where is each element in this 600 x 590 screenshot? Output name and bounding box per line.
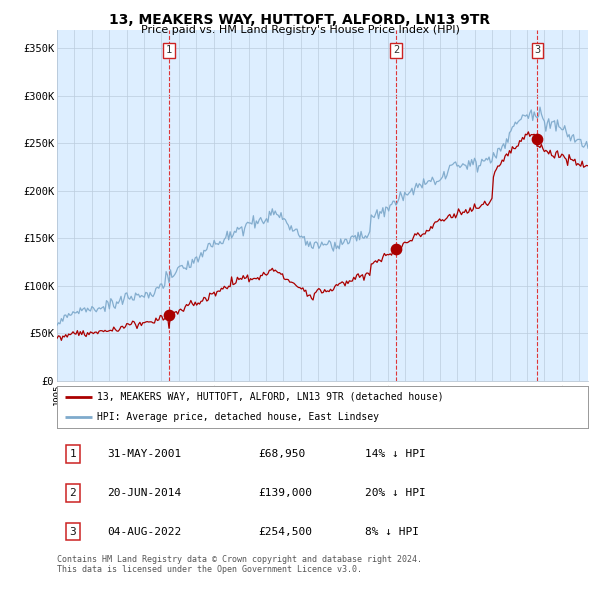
Text: £68,950: £68,950 [259, 449, 306, 458]
Text: 20-JUN-2014: 20-JUN-2014 [107, 488, 182, 497]
Text: Price paid vs. HM Land Registry's House Price Index (HPI): Price paid vs. HM Land Registry's House … [140, 25, 460, 35]
Text: HPI: Average price, detached house, East Lindsey: HPI: Average price, detached house, East… [97, 412, 379, 422]
Text: 13, MEAKERS WAY, HUTTOFT, ALFORD, LN13 9TR: 13, MEAKERS WAY, HUTTOFT, ALFORD, LN13 9… [109, 13, 491, 27]
Point [164, 310, 173, 320]
Text: 31-MAY-2001: 31-MAY-2001 [107, 449, 182, 458]
Text: Contains HM Land Registry data © Crown copyright and database right 2024.
This d: Contains HM Land Registry data © Crown c… [57, 555, 422, 574]
Text: 20% ↓ HPI: 20% ↓ HPI [365, 488, 426, 497]
Text: 13, MEAKERS WAY, HUTTOFT, ALFORD, LN13 9TR (detached house): 13, MEAKERS WAY, HUTTOFT, ALFORD, LN13 9… [97, 392, 443, 402]
Text: 2: 2 [70, 488, 76, 497]
Text: 1: 1 [70, 449, 76, 458]
Point [533, 135, 542, 144]
Text: 8% ↓ HPI: 8% ↓ HPI [365, 527, 419, 536]
Point [391, 244, 401, 253]
Text: £254,500: £254,500 [259, 527, 313, 536]
Text: 04-AUG-2022: 04-AUG-2022 [107, 527, 182, 536]
Text: 1: 1 [166, 45, 172, 55]
Text: 2: 2 [393, 45, 399, 55]
Text: 3: 3 [70, 527, 76, 536]
Text: 14% ↓ HPI: 14% ↓ HPI [365, 449, 426, 458]
Text: 3: 3 [534, 45, 541, 55]
Text: £139,000: £139,000 [259, 488, 313, 497]
